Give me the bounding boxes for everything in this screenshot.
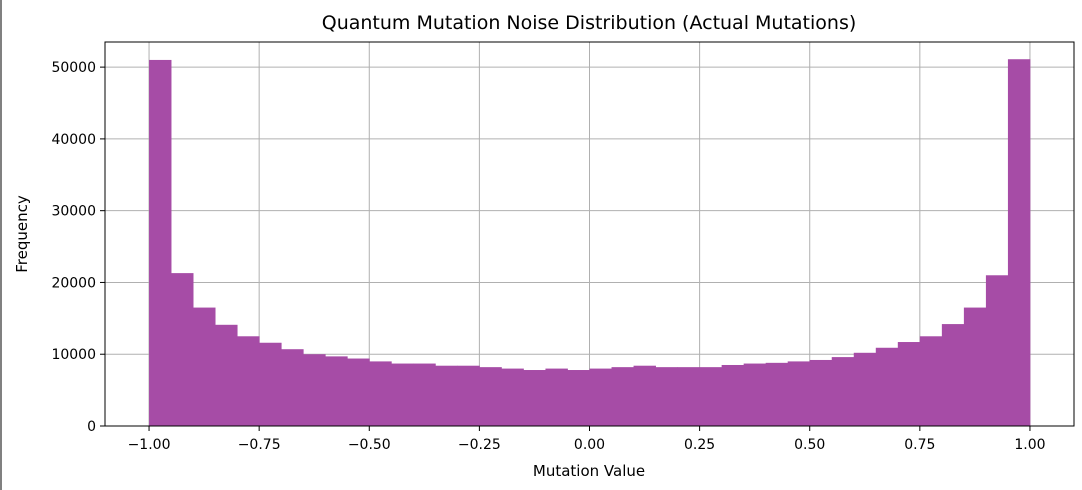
x-tick-label: −1.00	[128, 437, 171, 453]
x-tick-label: 0.00	[574, 437, 605, 453]
y-tick-label: 30000	[51, 204, 96, 220]
histogram-bar	[699, 367, 723, 426]
x-tick-label: −0.50	[348, 437, 391, 453]
histogram-bar	[787, 361, 811, 426]
histogram-bar	[831, 357, 855, 426]
y-tick-label: 50000	[51, 60, 96, 76]
histogram-bar	[655, 367, 678, 426]
histogram-bars	[149, 59, 1031, 427]
x-tick-label: −0.25	[458, 437, 501, 453]
histogram-bar	[215, 324, 238, 426]
histogram-bar	[149, 59, 172, 427]
x-tick-label: 0.50	[794, 437, 825, 453]
histogram-bar	[523, 370, 546, 426]
histogram-bar	[853, 352, 877, 426]
y-tick-label: 10000	[51, 347, 96, 363]
histogram-bar	[1007, 59, 1031, 427]
histogram-bar	[347, 358, 370, 426]
y-tick-label: 0	[87, 419, 96, 435]
histogram-bar	[435, 365, 458, 426]
chart-title: Quantum Mutation Noise Distribution (Act…	[322, 12, 857, 34]
y-tick-label: 20000	[51, 275, 96, 291]
histogram-bar	[941, 324, 965, 426]
histogram-bar	[567, 370, 590, 426]
histogram-bar	[721, 364, 745, 426]
histogram-bar	[391, 363, 414, 426]
histogram-bar	[281, 349, 304, 426]
histogram-bar	[501, 368, 524, 426]
x-axis-label: Mutation Value	[533, 462, 645, 480]
histogram-bar	[765, 362, 789, 426]
histogram-bar	[237, 336, 260, 426]
histogram-bar	[743, 363, 767, 426]
x-tick-label: −0.75	[238, 437, 281, 453]
histogram-bar	[897, 342, 921, 426]
histogram-bar	[369, 361, 392, 426]
y-axis-ticks: 0 10000 20000 30000 40000 50000	[51, 60, 105, 435]
histogram-bar	[633, 365, 656, 426]
histogram-bar	[611, 367, 634, 426]
histogram-bar	[457, 365, 480, 426]
x-tick-label: 0.25	[684, 437, 715, 453]
histogram-bar	[193, 307, 216, 426]
histogram-bar	[919, 336, 943, 426]
histogram-bar	[479, 367, 502, 426]
histogram-bar	[259, 342, 282, 426]
y-axis-label: Frequency	[13, 195, 31, 273]
x-tick-label: 1.00	[1014, 437, 1045, 453]
y-tick-label: 40000	[51, 132, 96, 148]
histogram-bar	[303, 354, 326, 426]
histogram-bar	[589, 368, 612, 426]
x-tick-label: 0.75	[904, 437, 935, 453]
histogram-bar	[985, 275, 1009, 426]
histogram-bar	[677, 367, 701, 426]
histogram-bar	[963, 307, 987, 426]
histogram-bar	[413, 363, 436, 426]
x-axis-ticks: −1.00 −0.75 −0.50 −0.25 0.00 0.25 0.50 0.75 1.00	[128, 426, 1046, 453]
histogram-bar	[325, 356, 348, 426]
histogram-bar	[875, 347, 899, 426]
histogram-bar	[809, 359, 833, 426]
histogram-bar	[545, 368, 568, 426]
histogram-bar	[171, 273, 194, 426]
